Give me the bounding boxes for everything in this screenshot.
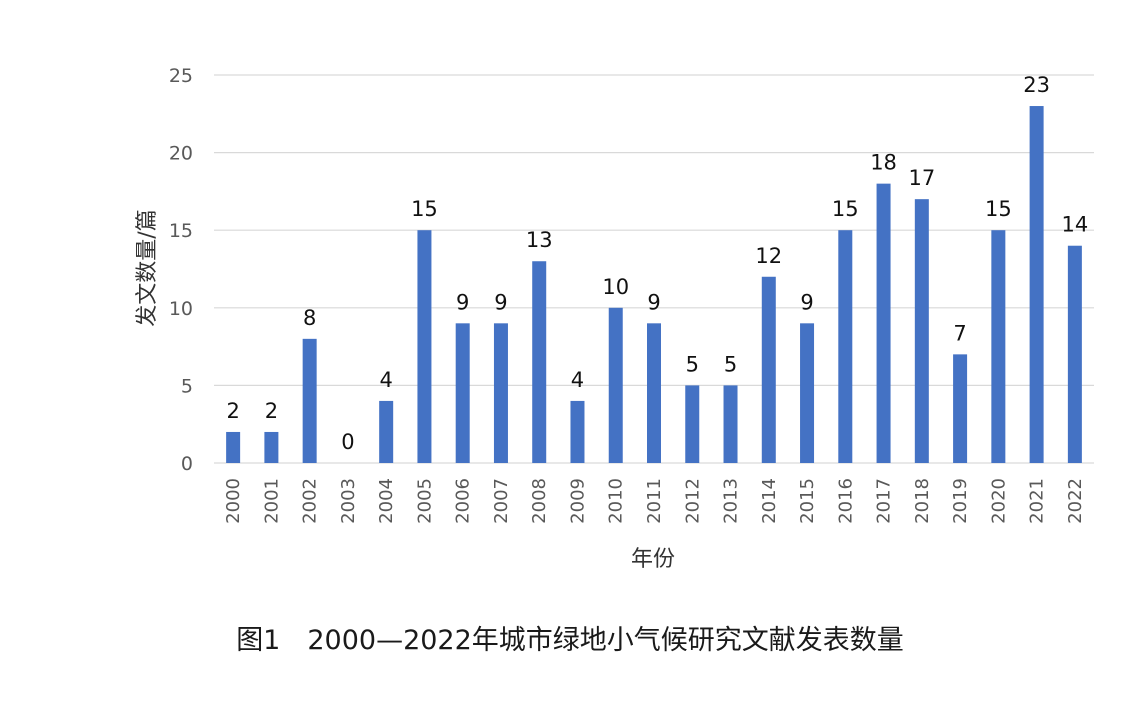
y-tick-label: 10 (169, 298, 193, 320)
data-label: 9 (647, 290, 660, 314)
y-tick-label: 0 (181, 453, 193, 475)
x-tick-label: 2001 (261, 478, 282, 524)
bar (953, 354, 968, 463)
x-tick-label: 2006 (453, 478, 474, 524)
x-tick-label: 2021 (1027, 478, 1048, 524)
data-label: 17 (908, 166, 935, 190)
x-tick-label: 2008 (529, 478, 550, 524)
data-label: 7 (953, 321, 966, 345)
bar (991, 230, 1006, 463)
bar (800, 323, 815, 463)
data-label: 15 (985, 197, 1012, 221)
data-label: 9 (800, 290, 813, 314)
bar (838, 230, 853, 463)
data-label: 9 (494, 290, 507, 314)
x-tick-label: 2015 (797, 478, 818, 524)
y-tick-label: 5 (181, 375, 193, 397)
bar (723, 385, 738, 463)
data-label: 0 (341, 430, 354, 454)
bar (914, 199, 929, 463)
x-tick-label: 2013 (721, 478, 742, 524)
x-axis-title: 年份 (631, 547, 675, 572)
bar (1067, 245, 1082, 463)
bar (264, 431, 279, 463)
data-label: 14 (1062, 213, 1089, 237)
bar (302, 338, 317, 463)
data-label: 18 (870, 151, 897, 175)
x-tick-label: 2003 (338, 478, 359, 524)
x-tick-label: 2002 (300, 478, 321, 524)
data-label: 5 (686, 352, 699, 376)
y-tick-label: 15 (169, 220, 193, 242)
data-label: 15 (411, 197, 438, 221)
x-tick-label: 2020 (988, 478, 1009, 524)
bar (570, 400, 585, 463)
x-tick-label: 2022 (1065, 478, 1086, 524)
y-axis-ticks: 0 5 10 15 20 25 (169, 65, 193, 475)
data-label: 9 (456, 290, 469, 314)
x-tick-label: 2012 (682, 478, 703, 524)
x-tick-label: 2017 (874, 478, 895, 524)
x-tick-label: 2010 (606, 478, 627, 524)
data-label: 4 (379, 368, 392, 392)
data-label: 8 (303, 306, 316, 330)
y-tick-label: 25 (169, 65, 193, 87)
x-tick-label: 2019 (950, 478, 971, 524)
figure-caption: 图1 2000—2022年城市绿地小气候研究文献发表数量 (236, 625, 904, 656)
data-label: 10 (602, 275, 629, 299)
bar (226, 431, 241, 463)
data-label: 12 (755, 244, 782, 268)
x-tick-label: 2004 (376, 478, 397, 524)
x-tick-label: 2014 (759, 478, 780, 524)
y-axis-title: 发文数量/篇 (135, 209, 160, 326)
bar (417, 230, 432, 463)
bar (608, 307, 623, 463)
x-tick-label: 2011 (644, 478, 665, 524)
x-axis-ticks: 2000 2001 2002 2003 2004 2005 2006 2007 2008 2009… (223, 478, 1086, 524)
bar (1029, 106, 1044, 463)
bar (647, 323, 661, 463)
x-tick-label: 2007 (491, 478, 512, 524)
x-tick-label: 2016 (835, 478, 856, 524)
y-tick-label: 20 (169, 143, 193, 165)
data-label: 5 (724, 352, 737, 376)
data-label: 2 (265, 399, 278, 423)
bar (379, 400, 394, 463)
x-tick-label: 2009 (567, 478, 588, 524)
x-tick-label: 2000 (223, 478, 244, 524)
bar (876, 183, 891, 463)
data-label: 23 (1023, 73, 1050, 97)
bar (532, 261, 547, 463)
data-label: 13 (526, 228, 553, 252)
data-labels: 2 2 8 0 4 15 9 9 13 4 10 9 5 5 12 9 15 18 17 7 15 23 14 (226, 73, 1088, 454)
x-tick-label: 2018 (912, 478, 933, 524)
gridlines (214, 74, 1094, 464)
x-tick-label: 2005 (414, 478, 435, 524)
data-label: 4 (571, 368, 584, 392)
bar-chart: 0 5 10 15 20 25 2 2 8 0 4 15 9 9 13 4 10 9 5 5 12 9 15 18 17 7 15… (135, 65, 1094, 572)
bar (685, 385, 700, 463)
data-label: 15 (832, 197, 859, 221)
bar (493, 323, 508, 463)
bar (455, 323, 470, 463)
data-label: 2 (226, 399, 239, 423)
bars (226, 106, 1082, 463)
bar (761, 276, 776, 463)
